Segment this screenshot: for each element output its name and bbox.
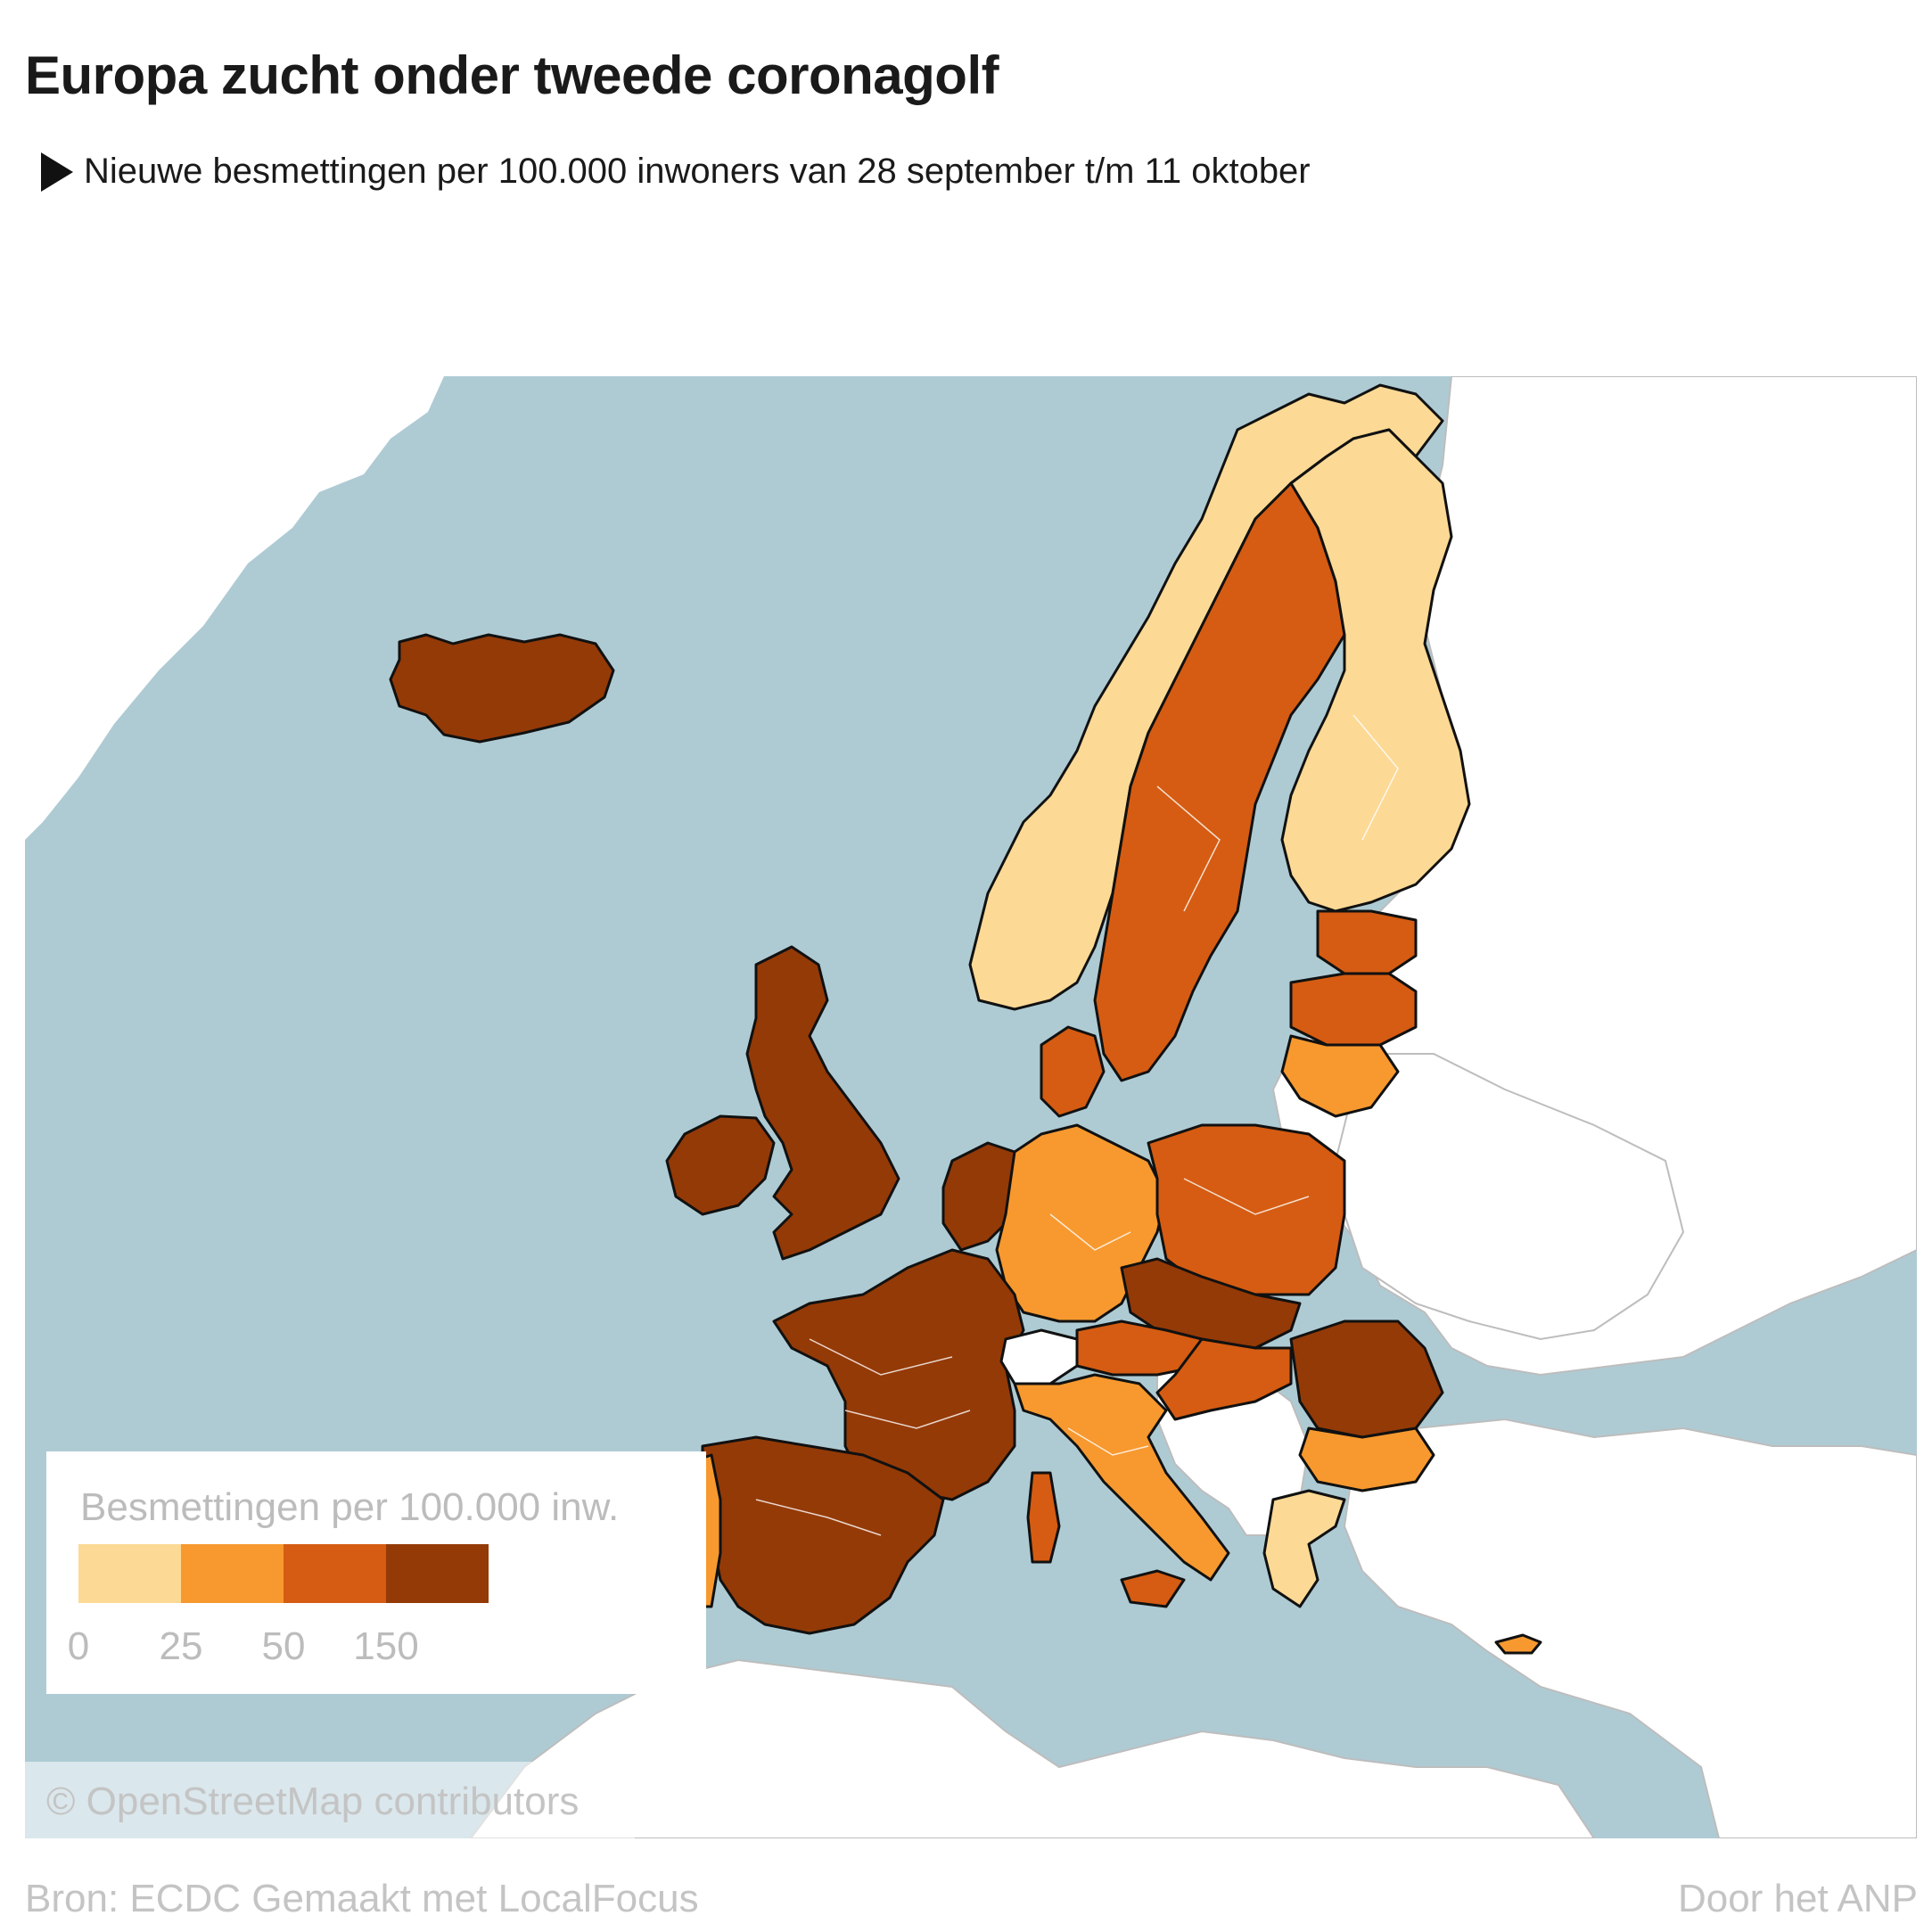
map-attribution[interactable]: © OpenStreetMap contributors — [25, 1762, 635, 1838]
page-title: Europa zucht onder tweede coronagolf — [25, 45, 999, 105]
legend-tick-50: 50 — [261, 1624, 306, 1668]
region-bulgaria[interactable] — [1298, 1426, 1435, 1492]
land-greenland — [25, 376, 444, 840]
region-cyprus[interactable] — [1494, 1633, 1542, 1655]
attribution-text[interactable]: © OpenStreetMap contributors — [46, 1780, 580, 1823]
legend-ticks: 0 25 50 150 — [68, 1624, 524, 1669]
play-triangle-icon — [41, 152, 73, 192]
region-france[interactable] — [772, 1248, 1025, 1501]
region-estonia[interactable] — [1316, 909, 1418, 975]
region-uk[interactable] — [745, 945, 900, 1261]
region-sicily[interactable] — [1120, 1569, 1186, 1608]
legend-swatches — [78, 1544, 489, 1603]
legend-swatch-3 — [386, 1544, 489, 1603]
region-hungary-croatia[interactable] — [1155, 1337, 1293, 1421]
legend-tick-25: 25 — [159, 1624, 203, 1668]
region-switzerland[interactable] — [999, 1328, 1079, 1385]
legend-title: Besmettingen per 100.000 inw. — [80, 1485, 620, 1529]
subtitle: Nieuwe besmettingen per 100.000 inwoners… — [41, 152, 1311, 192]
land-turkey — [1343, 1418, 1917, 1838]
legend: Besmettingen per 100.000 inw. 0 25 50 15… — [46, 1451, 706, 1694]
region-denmark[interactable] — [1040, 1025, 1106, 1118]
region-iceland[interactable] — [389, 633, 615, 744]
footer-source: Bron: ECDC Gemaakt met LocalFocus — [25, 1877, 699, 1920]
region-italy[interactable] — [1013, 1373, 1230, 1582]
region-greece[interactable] — [1262, 1489, 1346, 1608]
land-belarus-ukraine — [1334, 1053, 1685, 1341]
region-finland[interactable] — [1280, 428, 1471, 913]
legend-tick-0: 0 — [67, 1624, 90, 1668]
region-sardinia[interactable] — [1026, 1471, 1061, 1564]
region-borders — [755, 714, 1399, 1536]
region-latvia[interactable] — [1289, 972, 1418, 1047]
subtitle-text: Nieuwe besmettingen per 100.000 inwoners… — [84, 152, 1311, 191]
legend-swatch-0 — [78, 1544, 181, 1603]
region-czechia-slovakia[interactable] — [1120, 1257, 1302, 1350]
region-romania[interactable] — [1289, 1320, 1444, 1439]
legend-tick-150: 150 — [353, 1624, 419, 1668]
region-ireland[interactable] — [665, 1114, 776, 1216]
footer-credit: Door het ANP — [1677, 1877, 1918, 1920]
region-sweden[interactable] — [1093, 481, 1346, 1082]
footer: Bron: ECDC Gemaakt met LocalFocus Door h… — [25, 1877, 1918, 1921]
legend-swatch-1 — [181, 1544, 284, 1603]
legend-swatch-2 — [284, 1544, 386, 1603]
region-lithuania[interactable] — [1280, 1034, 1400, 1118]
